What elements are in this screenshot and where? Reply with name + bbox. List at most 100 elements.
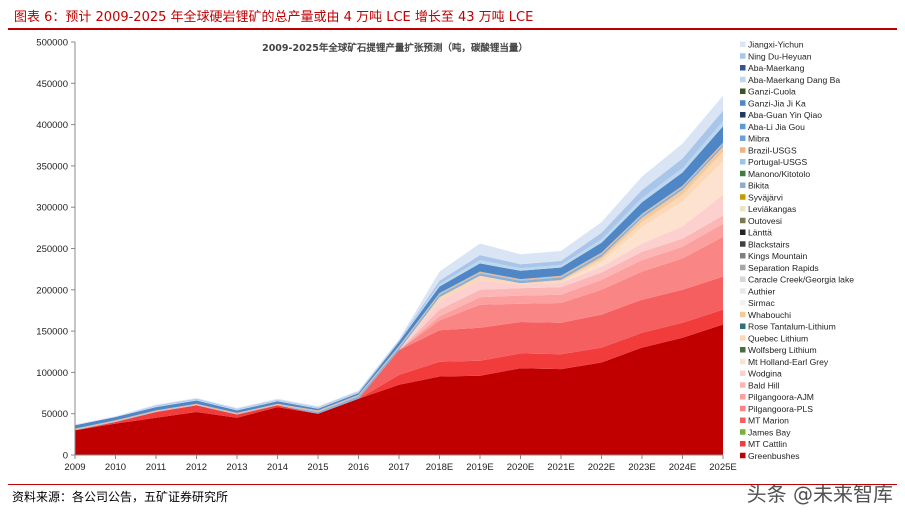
legend-item-quebec-lithium: Quebec Lithium xyxy=(740,333,808,343)
title-rule xyxy=(8,28,897,30)
legend-item-kings-mountain: Kings Mountain xyxy=(740,251,807,261)
x-tick-label: 2013 xyxy=(226,462,247,473)
y-tick-label: 250000 xyxy=(36,244,68,255)
legend-swatch xyxy=(740,88,746,94)
x-tick-label: 2018E xyxy=(426,462,453,473)
legend-item-wodgina: Wodgina xyxy=(740,369,782,379)
x-tick-label: 2011 xyxy=(146,462,166,473)
legend-item-manono-kitotolo: Manono/Kitotolo xyxy=(740,169,810,179)
y-tick-label: 450000 xyxy=(36,79,68,90)
legend-label: Quebec Lithium xyxy=(748,333,808,343)
y-tick-label: 0 xyxy=(63,451,68,462)
legend-swatch xyxy=(740,135,746,141)
x-tick-label: 2025E xyxy=(709,462,736,473)
legend-item-blackstairs: Blackstairs xyxy=(740,239,790,249)
area-greenbushes xyxy=(75,324,723,455)
legend-swatch xyxy=(740,147,746,153)
legend-swatch xyxy=(740,264,746,271)
legend-swatch xyxy=(740,159,746,165)
legend-item-caracle-creek-georgia-lake: Caracle Creek/Georgia lake xyxy=(740,275,854,285)
stacked-area-chart: 0 50000 100000 150000 200000 250000 300000 3500… xyxy=(36,38,854,474)
x-tick-label: 2023E xyxy=(628,462,655,473)
legend-label: Brazil-USGS xyxy=(748,145,797,155)
x-tick-label: 2014 xyxy=(267,462,288,473)
legend-item-mt-cattlin: MT Cattlin xyxy=(740,439,787,449)
legend-item-whabouchi: Whabouchi xyxy=(740,310,791,320)
legend-item-portugal-usgs: Portugal-USGS xyxy=(740,157,807,167)
legend-label: Wolfsberg Lithium xyxy=(748,345,817,355)
legend-label: Länttä xyxy=(748,228,772,238)
legend-item-ganzi-jia-ji-ka: Ganzi-Jia Ji Ka xyxy=(740,98,806,108)
y-tick-label: 500000 xyxy=(36,38,68,49)
legend-label: Aba-Guan Yin Qiao xyxy=(748,110,822,120)
y-tick-label: 300000 xyxy=(36,203,68,214)
legend-item-l-ntt: Länttä xyxy=(740,228,772,238)
x-tick-label: 2021E xyxy=(547,462,574,473)
legend-swatch xyxy=(740,41,746,47)
legend-item-mt-holland-earl-grey: Mt Holland-Earl Grey xyxy=(740,357,829,367)
legend-item-jiangxi-yichun: Jiangxi-Yichun xyxy=(740,40,804,50)
legend-item-bald-hill: Bald Hill xyxy=(740,380,780,390)
axis-layer: 0 50000 100000 150000 200000 250000 300000 3500… xyxy=(36,38,736,474)
legend-label: Ganzi-Cuola xyxy=(748,87,796,97)
legend-item-aba-li-jia-gou: Aba-Li Jia Gou xyxy=(740,122,805,132)
legend-label: Portugal-USGS xyxy=(748,157,807,167)
legend-swatch xyxy=(740,300,746,306)
legend-swatch xyxy=(740,276,746,282)
legend-item-wolfsberg-lithium: Wolfsberg Lithium xyxy=(740,345,817,355)
legend-swatch xyxy=(740,441,746,447)
legend-item-brazil-usgs: Brazil-USGS xyxy=(740,145,797,155)
legend-swatch xyxy=(740,335,746,341)
legend-item-mibra: Mibra xyxy=(740,134,770,144)
y-tick-label: 50000 xyxy=(42,409,68,420)
legend-item-aba-maerkang: Aba-Maerkang xyxy=(740,63,805,73)
legend-swatch xyxy=(740,394,746,400)
legend-swatch xyxy=(740,347,746,353)
legend-label: Whabouchi xyxy=(748,310,791,320)
legend-item-pilgangoora-ajm: Pilgangoora-AJM xyxy=(740,392,814,402)
legend-swatch xyxy=(740,53,746,59)
legend-label: James Bay xyxy=(748,427,791,437)
legend-swatch xyxy=(740,65,746,71)
x-tick-label: 2009 xyxy=(64,462,85,473)
legend-swatch xyxy=(740,323,746,329)
legend-label: Separation Rapids xyxy=(748,263,819,273)
legend-swatch xyxy=(740,311,746,318)
y-tick-label: 200000 xyxy=(36,285,68,296)
legend-swatch xyxy=(740,229,746,235)
source-note: 资料来源：各公司公告，五矿证券研究所 xyxy=(12,490,229,504)
legend-item-authier: Authier xyxy=(740,286,775,296)
legend-swatch xyxy=(740,112,746,118)
legend-label: Pilgangoora-PLS xyxy=(748,404,813,414)
legend-swatch xyxy=(740,417,746,423)
legend-swatch xyxy=(740,370,746,376)
x-tick-label: 2016 xyxy=(348,462,369,473)
legend-swatch xyxy=(740,217,746,224)
legend-label: Aba-Maerkang xyxy=(748,63,805,73)
figure-title: 图表 6：预计 2009-2025 年全球硬岩锂矿的总产量或由 4 万吨 LCE… xyxy=(14,10,534,25)
legend-item-mt-marion: MT Marion xyxy=(740,416,789,426)
x-tick-label: 2012 xyxy=(186,462,207,473)
x-tick-label: 2020E xyxy=(507,462,534,473)
legend-item-separation-rapids: Separation Rapids xyxy=(740,263,819,273)
legend-item-sirmac: Sirmac xyxy=(740,298,775,308)
legend-item-bikita: Bikita xyxy=(740,181,769,191)
legend-swatch xyxy=(740,100,746,106)
legend-label: Aba-Li Jia Gou xyxy=(748,122,805,132)
legend-item-ning-du-heyuan: Ning Du-Heyuan xyxy=(740,51,812,61)
legend-label: Kings Mountain xyxy=(748,251,807,261)
legend-label: Pilgangoora-AJM xyxy=(748,392,814,402)
legend-label: Ganzi-Jia Ji Ka xyxy=(748,98,806,108)
legend-item-rose-tantalum-lithium: Rose Tantalum-Lithium xyxy=(740,322,836,332)
y-tick-label: 150000 xyxy=(36,327,68,338)
legend-label: Authier xyxy=(748,286,775,296)
legend-swatch xyxy=(740,123,746,130)
legend-swatch xyxy=(740,170,746,177)
legend-label: Sirmac xyxy=(748,298,775,308)
legend-item-greenbushes: Greenbushes xyxy=(740,451,800,461)
legend-label: Bikita xyxy=(748,181,769,191)
y-tick-label: 100000 xyxy=(36,368,68,379)
watermark: 头条 @未来智库 xyxy=(746,482,893,506)
legend-label: Greenbushes xyxy=(748,451,800,461)
